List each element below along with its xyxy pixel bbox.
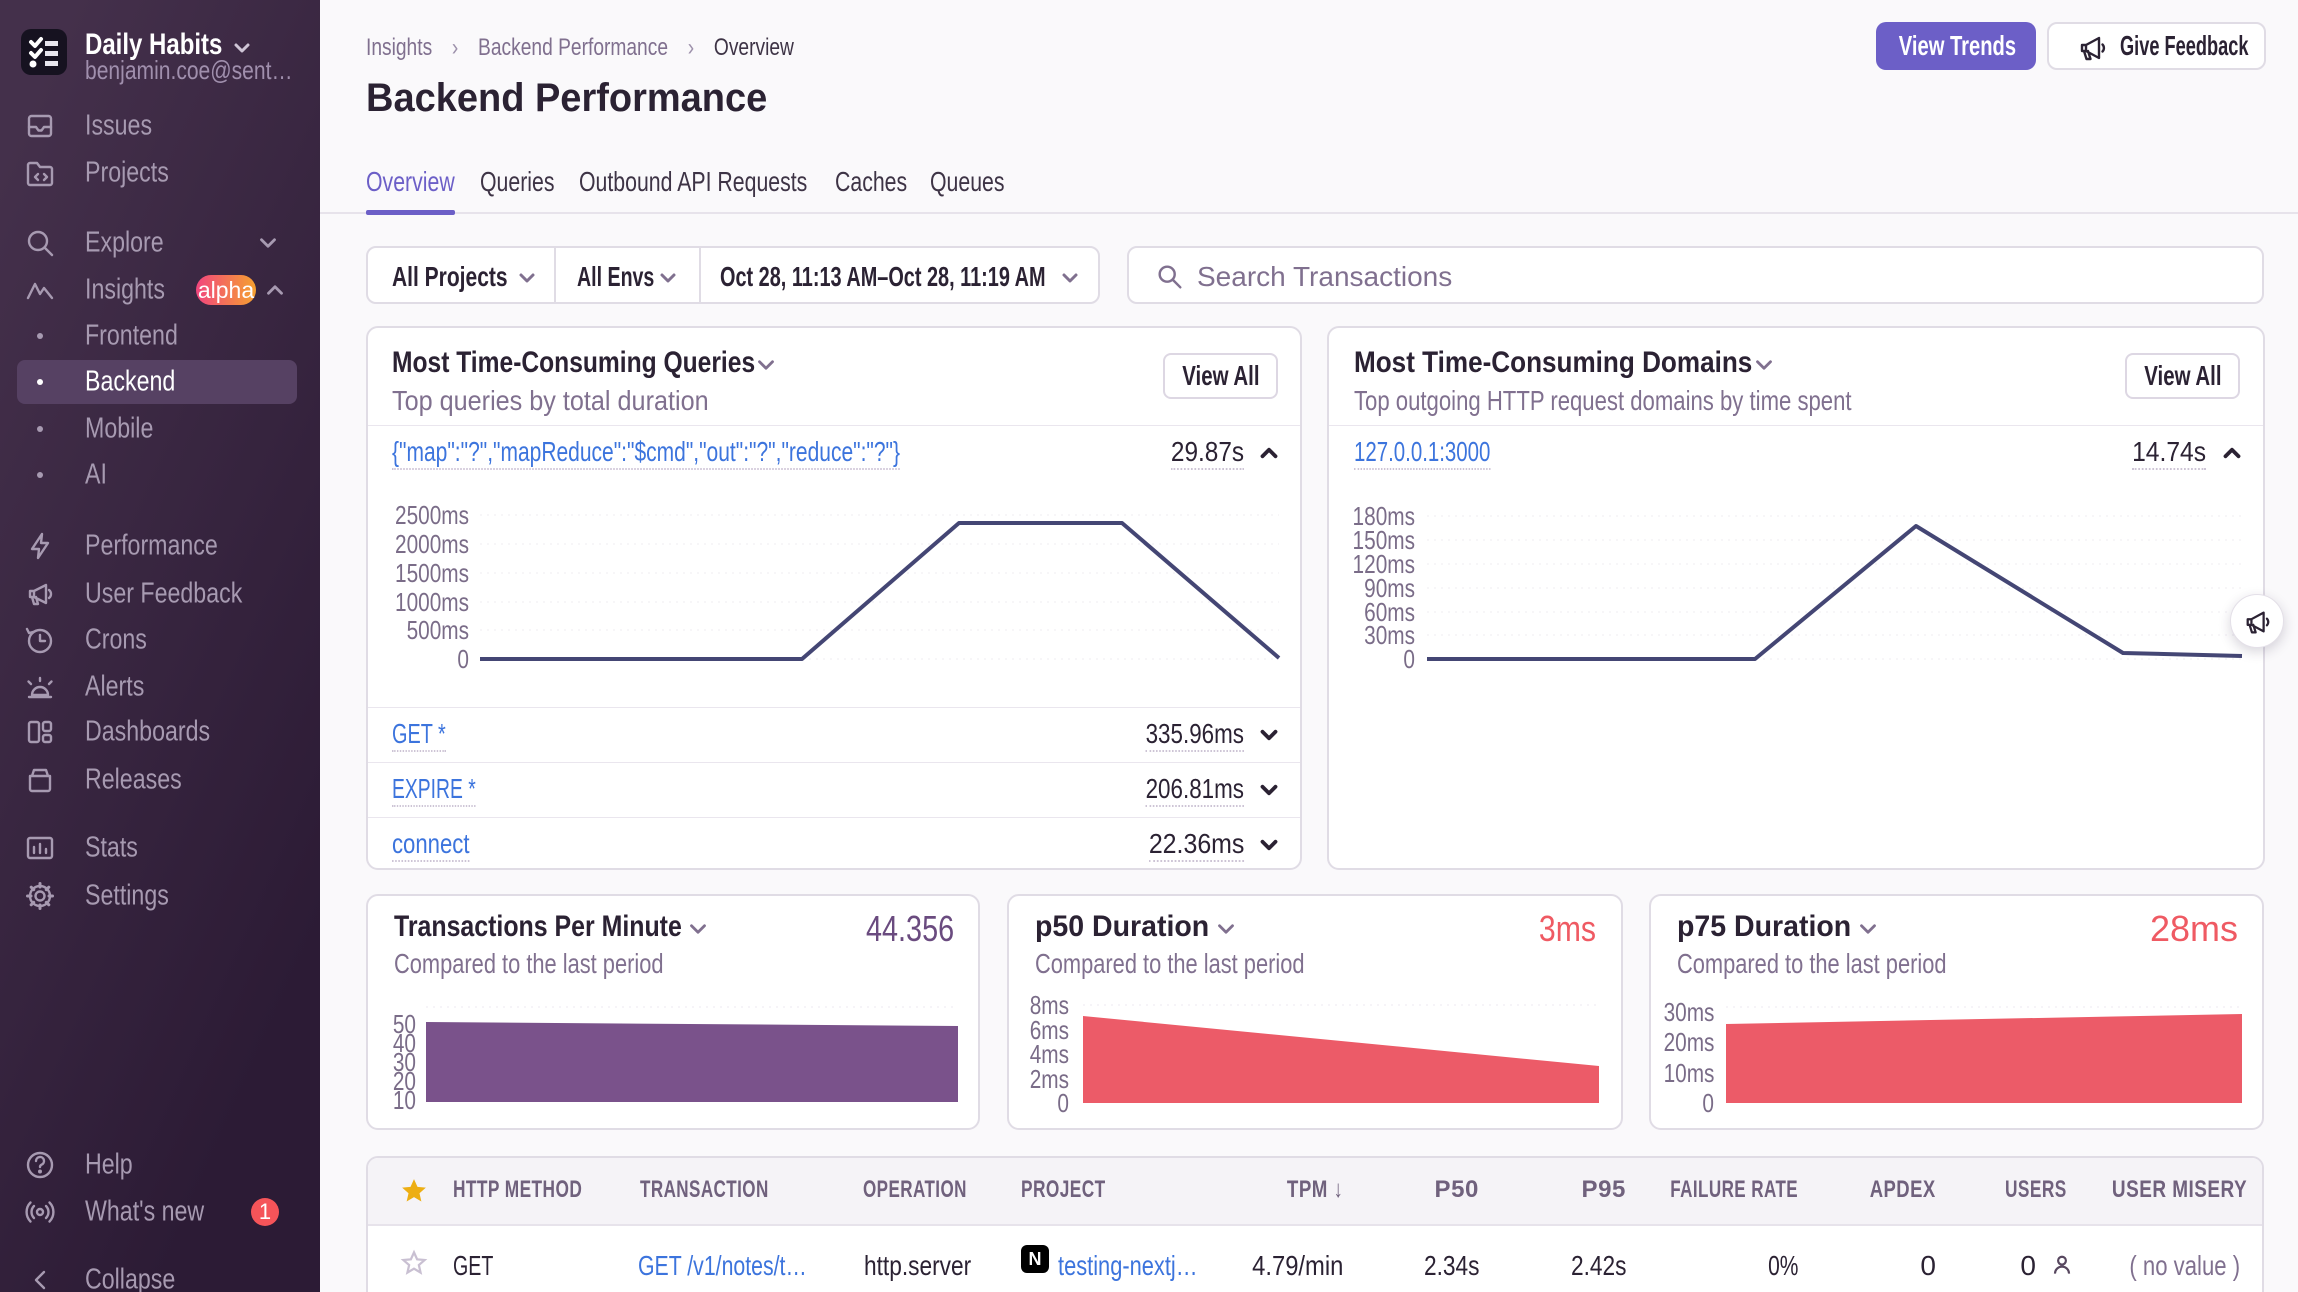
svg-text:N: N — [1029, 1249, 1042, 1269]
